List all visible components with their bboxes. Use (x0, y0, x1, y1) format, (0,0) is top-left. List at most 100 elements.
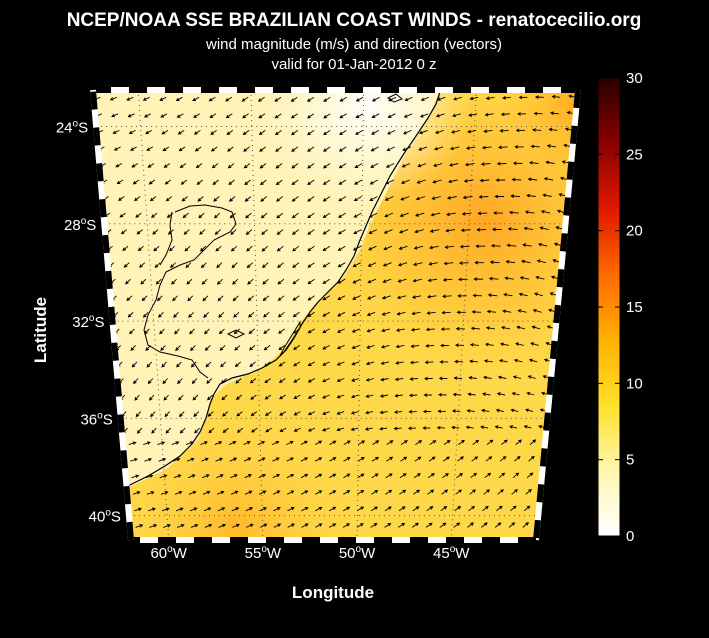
wind-vector (337, 295, 346, 300)
wind-vector (423, 393, 432, 397)
wind-vector (212, 179, 219, 186)
wind-vector (188, 311, 194, 318)
wind-vector (322, 262, 331, 268)
wind-vector (365, 394, 374, 398)
wind-vector (276, 245, 284, 252)
wind-vector (172, 457, 181, 462)
wind-vector (257, 96, 265, 102)
wind-vector (247, 278, 254, 285)
wind-vector (527, 375, 536, 379)
wind-vector (436, 96, 446, 101)
wind-vector (273, 523, 282, 528)
wind-vector (339, 113, 347, 119)
wind-vector (151, 427, 157, 434)
wind-vector (407, 426, 417, 431)
wind-vector (153, 245, 160, 252)
wind-vector (243, 457, 252, 462)
wind-vector (519, 276, 530, 280)
wind-vector (291, 229, 299, 235)
graticule (96, 90, 575, 540)
wind-vector (395, 344, 405, 349)
wind-vector (418, 146, 428, 151)
wind-vector (214, 229, 221, 235)
wind-vector (300, 490, 309, 495)
wind-vector (503, 292, 513, 297)
wind-vector (215, 457, 224, 462)
wind-vector (291, 212, 299, 219)
wind-vector (261, 229, 268, 235)
wind-vector (485, 96, 495, 101)
wind-vector (452, 113, 461, 118)
wind-vector (467, 522, 474, 528)
wind-vector (279, 427, 287, 432)
wind-vector (337, 278, 346, 284)
wind-vector (174, 328, 180, 335)
wind-vector (469, 342, 479, 347)
wind-vector (322, 311, 330, 317)
wind-vector (232, 523, 240, 528)
wind-vector (178, 394, 184, 401)
wind-vector (159, 96, 167, 101)
wind-vector (527, 177, 538, 182)
wind-vector (262, 295, 270, 302)
wind-vector (286, 490, 295, 495)
wind-vector (137, 245, 144, 252)
wind-vector (400, 179, 410, 185)
wind-vector (213, 196, 220, 202)
wind-vector (336, 361, 345, 366)
wind-vector (246, 245, 253, 252)
wind-vector (481, 145, 492, 150)
wind-vector (141, 295, 148, 302)
wind-vector (143, 113, 151, 118)
wind-vector (144, 328, 150, 335)
wind-vector (531, 128, 542, 132)
wind-vector (230, 474, 238, 479)
wind-vector (277, 262, 284, 269)
wind-vector (176, 523, 185, 528)
wind-vector (338, 146, 347, 152)
wind-vector (424, 376, 433, 381)
wind-vector (466, 409, 475, 413)
wind-vector (235, 394, 243, 401)
wind-vector (263, 311, 270, 318)
wind-vector (229, 212, 236, 219)
wind-vector (473, 277, 484, 281)
longitude-gridline (356, 90, 365, 540)
wind-vector (456, 472, 464, 479)
wind-vector (454, 343, 465, 347)
wind-vector (511, 391, 520, 396)
wind-vector (293, 411, 301, 416)
wind-vector (452, 392, 462, 397)
wind-vector (472, 439, 480, 445)
latitude-tick-label: 36oS (80, 410, 112, 428)
wind-vector (192, 96, 200, 102)
wind-vector (357, 490, 365, 495)
wind-vector (413, 245, 424, 250)
wind-vector (286, 457, 294, 462)
wind-vector (400, 196, 410, 201)
wind-vector (414, 229, 424, 234)
wind-vector (206, 378, 213, 384)
wind-vector (112, 129, 120, 134)
wind-vector (412, 506, 420, 512)
wind-vector (136, 229, 143, 235)
wind-vector (518, 292, 528, 297)
wind-vector (201, 457, 209, 462)
wind-vector (216, 278, 223, 285)
wind-vector (366, 311, 376, 317)
wind-vector (394, 377, 404, 382)
wind-vector (370, 146, 379, 152)
wind-vector (446, 196, 457, 200)
wind-vector (274, 96, 282, 102)
wind-vector (366, 344, 375, 349)
wind-vector (499, 128, 509, 133)
wind-vector (411, 295, 422, 299)
wind-vector (307, 146, 315, 152)
wind-vector (132, 179, 140, 185)
wind-vector (263, 328, 270, 334)
wind-vector (322, 345, 330, 350)
wind-vector (150, 411, 156, 418)
wind-vector (351, 394, 359, 399)
wind-vector (365, 378, 374, 382)
wind-vector (495, 178, 506, 182)
